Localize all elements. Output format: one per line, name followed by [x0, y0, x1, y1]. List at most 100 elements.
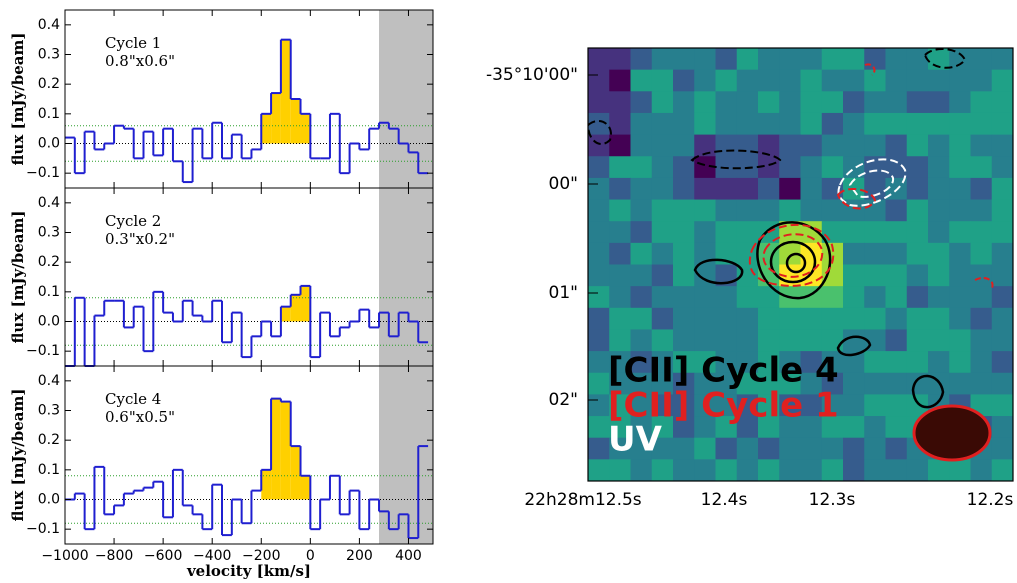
map-pixel [673, 221, 695, 244]
map-pixel [673, 48, 695, 71]
map-pixel [779, 437, 801, 460]
map-pixel [949, 221, 971, 244]
map-pixel [779, 177, 801, 201]
map-pixel [779, 134, 801, 157]
map-pixel [715, 112, 738, 136]
map-pixel [885, 134, 908, 157]
map-pixel [758, 416, 780, 439]
map-pixel [928, 264, 950, 287]
map-pixel [651, 112, 674, 136]
beam-size: 0.3"x0.2" [105, 230, 175, 248]
map-pixel [715, 48, 738, 71]
map-pixel [885, 91, 908, 114]
x-tick-label: 400 [395, 548, 422, 564]
map-pixel [715, 329, 738, 352]
map-pixel [864, 372, 886, 395]
map-pixel [864, 459, 886, 481]
map-pixel [864, 242, 886, 265]
line-emission-fill [280, 306, 291, 322]
map-pixel [800, 372, 823, 395]
map-x-label: 12.4s [701, 490, 748, 510]
map-pixel [609, 199, 631, 222]
map-pixel [970, 69, 993, 92]
map-pixel [651, 221, 674, 244]
y-tick-label: 0.0 [38, 492, 60, 508]
map-pixel [694, 156, 716, 179]
map-pixel [885, 264, 908, 287]
map-pixel [715, 351, 738, 374]
map-pixel [991, 177, 1013, 201]
map-pixel [694, 351, 716, 374]
map-pixel [928, 156, 950, 179]
y-tick-label: 0.0 [38, 314, 60, 330]
map-pixel [949, 329, 971, 352]
x-tick-label: 200 [346, 548, 373, 564]
map-pixel [758, 156, 780, 179]
map-pixel [588, 112, 610, 136]
map-pixel [864, 416, 886, 439]
map-pixel [949, 177, 971, 201]
map-pixel [885, 48, 908, 71]
y-tick-label: 0.4 [38, 195, 60, 211]
map-pixel [843, 416, 865, 439]
map-pixel [800, 69, 823, 92]
map-pixel [821, 286, 844, 309]
map-pixel [651, 394, 674, 417]
map-pixel [906, 69, 929, 92]
map-pixel [949, 69, 971, 92]
map-pixel [630, 242, 653, 265]
map-pixel [651, 372, 674, 395]
map-pixel [694, 416, 716, 439]
map-pixel [673, 112, 695, 136]
map-pixel [694, 307, 716, 330]
map-pixel [758, 437, 780, 460]
map-pixel [991, 156, 1013, 179]
map-y-label: 00" [549, 174, 578, 194]
map-pixel [906, 264, 929, 287]
map-pixel [588, 394, 610, 417]
map-pixel [991, 112, 1013, 136]
map-pixel [800, 91, 823, 114]
map-pixel [715, 394, 738, 417]
map-pixel [821, 112, 844, 136]
map-pixel [970, 48, 993, 71]
map-pixel [736, 242, 759, 265]
map-pixel [715, 199, 738, 222]
map-pixel [906, 221, 929, 244]
map-pixel [758, 459, 780, 481]
map-pixel [609, 437, 631, 460]
map-pixel [630, 286, 653, 309]
map-pixel [821, 264, 844, 287]
map-pixel [970, 156, 993, 179]
map-pixel [843, 307, 865, 330]
map-pixel [630, 112, 653, 136]
map-pixel [715, 307, 738, 330]
map-pixel [885, 437, 908, 460]
line-emission-fill [271, 93, 281, 144]
map-pixel [949, 286, 971, 309]
map-pixel [949, 459, 971, 481]
map-pixel [800, 134, 823, 157]
map-pixel [609, 459, 631, 481]
map-pixel [928, 134, 950, 157]
map-pixel [906, 177, 929, 201]
map-pixel [588, 459, 610, 481]
map-pixel [588, 372, 610, 395]
map-pixel [758, 351, 780, 374]
legend-entry: UV [608, 420, 663, 460]
map-pixel [588, 437, 610, 460]
map-pixel [651, 351, 674, 374]
map-pixel [736, 372, 759, 395]
map-pixel [821, 177, 844, 201]
map-pixel [864, 351, 886, 374]
map-pixel [970, 286, 993, 309]
map-pixel [864, 48, 886, 71]
map-pixel [970, 329, 993, 352]
map-pixel [800, 48, 823, 71]
map-pixel [949, 48, 971, 71]
map-pixel [885, 329, 908, 352]
map-pixel [779, 351, 801, 374]
map-pixel [843, 329, 865, 352]
map-pixel [758, 177, 780, 201]
line-emission-fill [290, 294, 301, 322]
